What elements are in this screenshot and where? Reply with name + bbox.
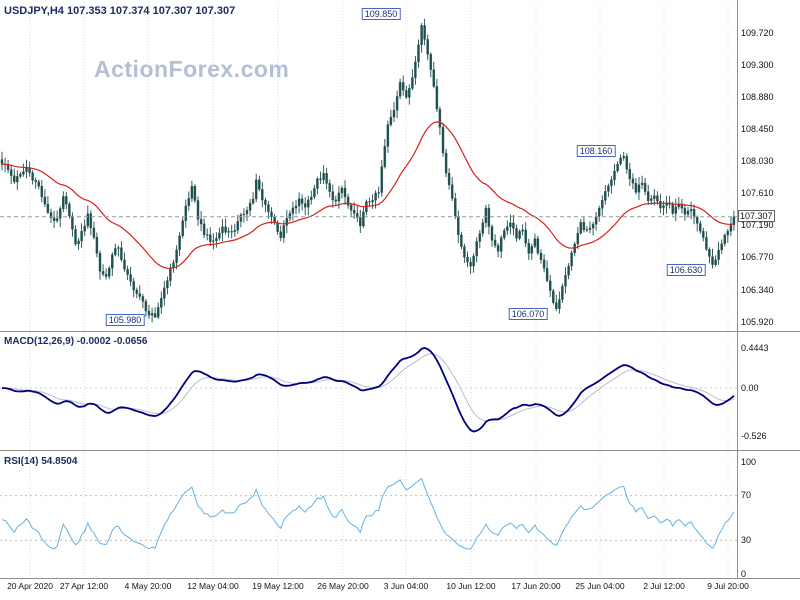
time-axis-label: 25 Jun 04:00 <box>575 581 625 591</box>
price-axis-tick: 105.920 <box>741 317 774 328</box>
time-axis-label: 17 Jun 20:00 <box>511 581 561 591</box>
rsi-axis-tick: 0 <box>741 568 747 579</box>
price-axis-tick: 108.450 <box>741 124 774 135</box>
price-axis-tick: 107.190 <box>741 220 774 231</box>
macd-main-line <box>1 347 735 433</box>
moving-average-line <box>1 121 734 269</box>
time-axis-label: 10 Jun 12:00 <box>446 581 496 591</box>
price-tag: 106.070 <box>508 308 548 320</box>
candle-bodies <box>0 25 736 318</box>
price-axis-tick: 106.770 <box>741 252 774 263</box>
time-axis-label: 4 May 20:00 <box>124 581 172 591</box>
current-price-axis-label: 107.307 <box>738 210 775 223</box>
macd-axis-tick: -0.526 <box>741 430 767 441</box>
macd-axis-tick: 0.4443 <box>741 342 769 353</box>
time-axis-label: 26 May 20:00 <box>317 581 369 591</box>
price-tag: 105.980 <box>105 314 145 326</box>
price-tag: 108.160 <box>576 145 616 157</box>
price-axis-tick: 108.880 <box>741 91 774 102</box>
time-axis-label: 3 Jun 04:00 <box>383 581 429 591</box>
price-axis-tick: 108.030 <box>741 156 774 167</box>
rsi-axis-tick: 100 <box>741 456 757 467</box>
price-axis-tick: 109.720 <box>741 27 774 38</box>
rsi-line <box>1 477 735 550</box>
macd-axis-tick: 0.00 <box>741 382 759 393</box>
time-axis-label: 2 Jul 12:00 <box>643 581 685 591</box>
time-axis-label: 20 Apr 2020 <box>7 581 53 591</box>
price-tag: 106.630 <box>666 264 706 276</box>
macd-signal-line <box>2 353 735 422</box>
rsi-label: RSI(14) 54.8504 <box>4 456 78 467</box>
rsi-axis-tick: 70 <box>741 490 752 501</box>
price-axis-tick: 107.610 <box>741 188 774 199</box>
macd-label: MACD(12,26,9) -0.0002 -0.0656 <box>4 336 148 347</box>
watermark: ActionForex.com <box>94 56 290 82</box>
price-axis-tick: 106.340 <box>741 285 774 296</box>
time-axis-label: 9 Jul 20:00 <box>707 581 749 591</box>
symbol-ohlc-header: USDJPY,H4 107.353 107.374 107.307 107.30… <box>4 5 236 17</box>
price-axis-tick: 109.300 <box>741 59 774 70</box>
time-axis-label: 27 Apr 12:00 <box>59 581 109 591</box>
time-axis-label: 12 May 04:00 <box>187 581 239 591</box>
rsi-axis-tick: 30 <box>741 534 752 545</box>
price-tag: 109.850 <box>361 8 401 20</box>
candle-wicks <box>1 18 735 323</box>
time-axis-label: 19 May 12:00 <box>252 581 304 591</box>
